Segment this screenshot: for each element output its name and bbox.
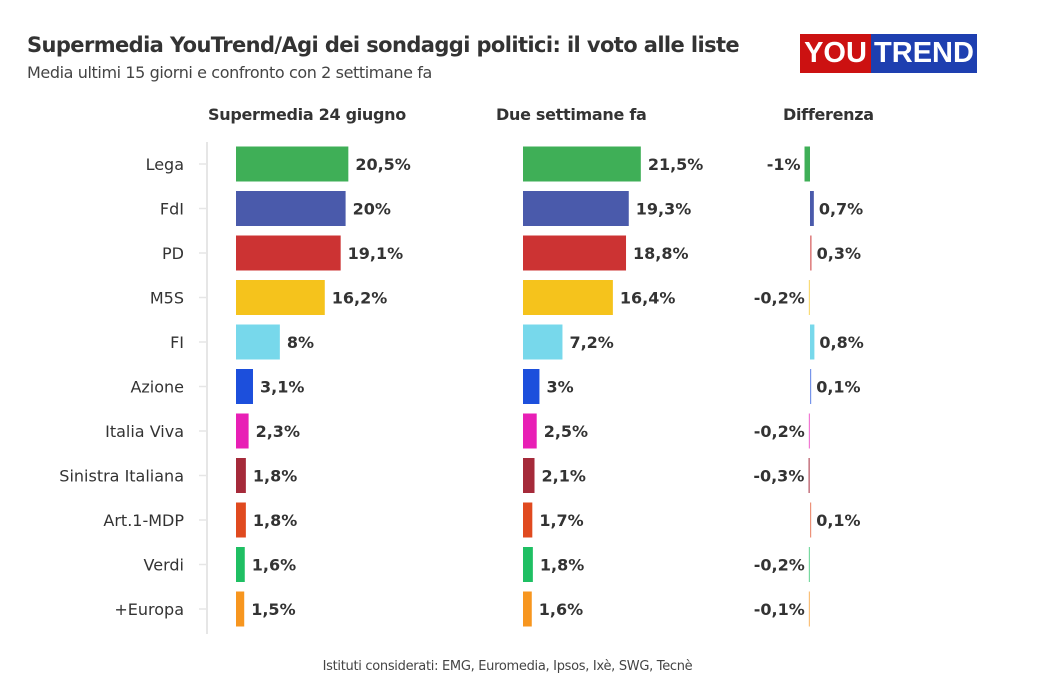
bar-difference	[808, 458, 810, 493]
bar-previous	[523, 458, 535, 493]
value-label-difference: 0,3%	[817, 244, 861, 263]
value-label-previous: 18,8%	[633, 244, 689, 263]
value-label-difference: -0,3%	[753, 467, 804, 486]
value-label-difference: -0,2%	[754, 422, 805, 441]
value-label-difference: -0,1%	[754, 600, 805, 619]
footer-note: Istituti considerati: EMG, Euromedia, Ip…	[322, 659, 693, 674]
value-label-current: 1,6%	[252, 556, 296, 575]
bar-difference	[810, 235, 812, 271]
value-label-difference: 0,1%	[816, 511, 860, 530]
column-header-current: Supermedia 24 giugno	[208, 105, 406, 124]
category-label: PD	[162, 244, 184, 263]
bar-current	[236, 458, 246, 493]
bar-previous	[523, 369, 540, 404]
value-label-current: 20%	[353, 200, 391, 219]
value-label-previous: 1,6%	[539, 600, 583, 619]
category-label: FdI	[160, 200, 184, 219]
bar-current	[236, 369, 253, 404]
value-label-difference: 0,7%	[819, 200, 863, 219]
column-header-difference: Differenza	[783, 105, 874, 124]
bar-previous	[523, 235, 627, 271]
value-label-current: 20,5%	[355, 155, 411, 174]
bar-current	[236, 413, 249, 449]
bar-previous	[523, 191, 629, 226]
value-label-previous: 1,8%	[540, 556, 584, 575]
value-label-difference: -0,2%	[754, 289, 805, 308]
column-header-previous: Due settimane fa	[496, 105, 647, 124]
logo-trend: TREND	[871, 34, 977, 73]
bar-difference	[810, 324, 815, 360]
bar-current	[236, 502, 246, 538]
bar-current	[236, 547, 245, 582]
bar-current	[236, 591, 245, 627]
value-label-current: 1,8%	[253, 511, 297, 530]
value-label-current: 2,3%	[256, 422, 300, 441]
bar-previous	[523, 324, 563, 360]
bar-current	[236, 146, 349, 182]
bar-current	[236, 191, 346, 226]
bar-difference	[808, 280, 810, 315]
bar-previous	[523, 547, 533, 582]
category-label: Art.1-MDP	[103, 511, 184, 530]
category-label: +Europa	[114, 600, 184, 619]
bar-difference	[810, 191, 814, 226]
category-label: Verdi	[144, 556, 184, 575]
bar-current	[236, 324, 280, 360]
value-label-previous: 2,5%	[544, 422, 588, 441]
value-label-difference: 0,8%	[819, 333, 863, 352]
category-label: M5S	[150, 289, 184, 308]
value-label-previous: 7,2%	[569, 333, 613, 352]
bar-previous	[523, 502, 533, 538]
bar-difference	[808, 413, 810, 449]
bar-previous	[523, 280, 613, 315]
value-label-previous: 16,4%	[620, 289, 676, 308]
bar-previous	[523, 413, 537, 449]
bar-previous	[523, 591, 532, 627]
value-label-current: 3,1%	[260, 378, 304, 397]
value-label-difference: -0,2%	[754, 556, 805, 575]
category-label: Lega	[146, 155, 184, 174]
bar-current	[236, 235, 341, 271]
value-label-difference: 0,1%	[816, 378, 860, 397]
youtrend-logo: YOU TREND	[800, 34, 977, 73]
value-label-current: 8%	[287, 333, 314, 352]
value-label-previous: 1,7%	[539, 511, 583, 530]
bar-difference	[810, 502, 812, 538]
value-label-difference: -1%	[767, 155, 801, 174]
category-label: Sinistra Italiana	[59, 467, 184, 486]
value-label-previous: 19,3%	[636, 200, 692, 219]
value-label-current: 1,8%	[253, 467, 297, 486]
bar-difference	[804, 146, 810, 182]
chart-title: Supermedia YouTrend/Agi dei sondaggi pol…	[27, 33, 740, 57]
bar-difference	[808, 591, 810, 627]
value-label-previous: 2,1%	[542, 467, 586, 486]
chart-subtitle: Media ultimi 15 giorni e confronto con 2…	[27, 63, 432, 82]
bar-current	[236, 280, 325, 315]
category-label: Azione	[130, 378, 184, 397]
bar-previous	[523, 146, 641, 182]
bar-difference	[808, 547, 810, 582]
value-label-current: 1,5%	[251, 600, 295, 619]
bar-difference	[810, 369, 812, 404]
category-label: FI	[170, 333, 184, 352]
logo-you: YOU	[800, 34, 871, 73]
category-label: Italia Viva	[105, 422, 184, 441]
value-label-previous: 21,5%	[648, 155, 704, 174]
value-label-previous: 3%	[546, 378, 573, 397]
value-label-current: 16,2%	[332, 289, 388, 308]
value-label-current: 19,1%	[348, 244, 404, 263]
